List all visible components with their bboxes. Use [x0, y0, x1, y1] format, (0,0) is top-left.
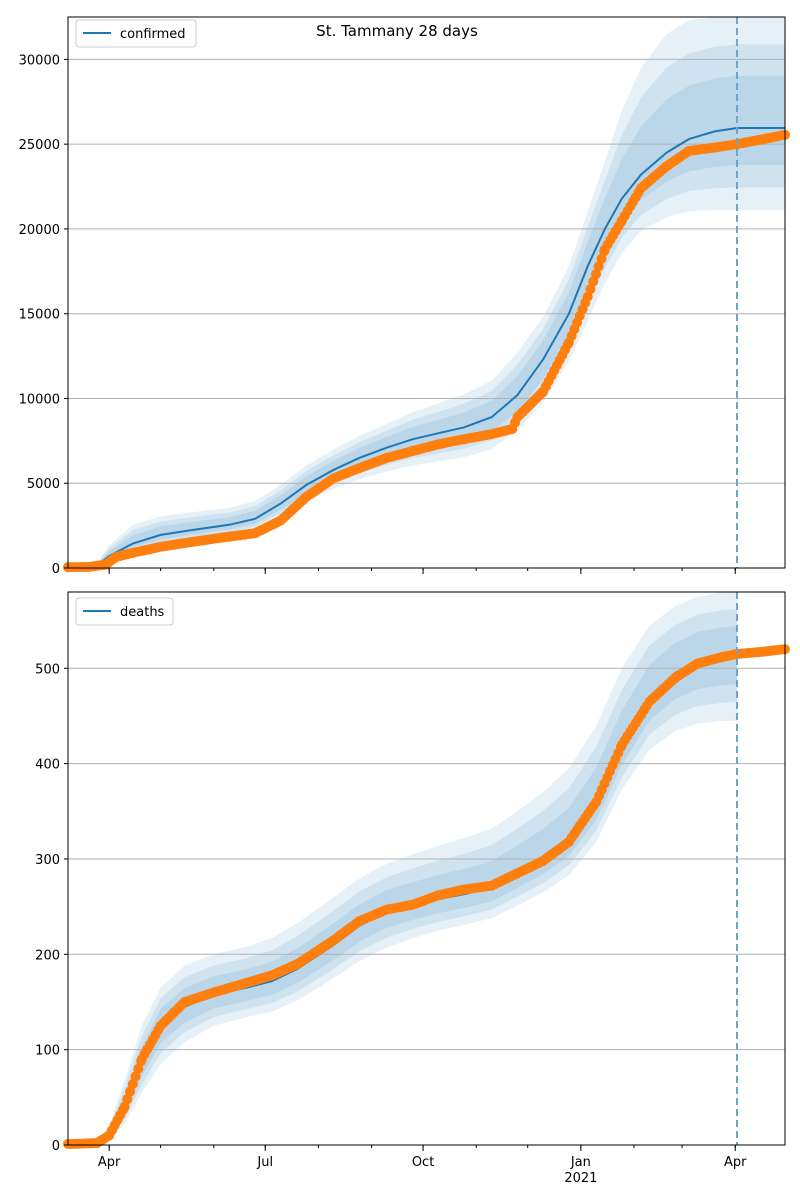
deaths-observed-point	[133, 1063, 144, 1074]
confirmed-y-ticks: 0 5000 10000 15000 20000 25000 30000	[19, 53, 68, 577]
confirmed-legend: confirmed	[75, 19, 197, 48]
xtick-label: Oct	[412, 1155, 434, 1170]
confirmed-ytick-label: 25000	[19, 138, 60, 153]
confirmed-band-2	[68, 44, 785, 568]
deaths-legend-label: deaths	[120, 605, 165, 620]
confirmed-axes-frame	[67, 16, 786, 569]
deaths-band-3	[68, 626, 737, 1145]
confirmed-legend-box	[75, 19, 197, 48]
confirmed-ytick-label: 30000	[19, 53, 60, 68]
confirmed-legend-label: confirmed	[120, 27, 186, 42]
confirmed-band-3	[68, 75, 785, 569]
confirmed-ytick-label: 20000	[19, 223, 60, 238]
deaths-legend: deaths	[75, 597, 174, 626]
confirmed-observed-point	[582, 291, 593, 302]
xtick-label: Jul	[256, 1155, 273, 1170]
xtick-label: Apr	[98, 1155, 121, 1170]
confirmed-ytick-label: 15000	[19, 308, 60, 323]
deaths-gridlines	[68, 667, 785, 1051]
xtick-year-label: 2021	[564, 1171, 597, 1186]
deaths-series	[63, 592, 790, 1149]
confirmed-panel: 0 5000 10000 15000 20000 25000 30000 confirmed	[19, 16, 790, 577]
deaths-uncertainty-bands	[68, 592, 737, 1145]
confirmed-plot-frame	[67, 16, 786, 569]
deaths-ytick-label: 400	[35, 758, 60, 773]
confirmed-ytick-label: 5000	[27, 477, 60, 492]
deaths-observed-point	[127, 1079, 138, 1089]
xtick-label: Apr	[724, 1155, 747, 1170]
deaths-observed-point	[119, 1101, 130, 1112]
deaths-plot-frame	[67, 591, 786, 1146]
confirmed-observed-point	[588, 276, 599, 287]
confirmed-observed-point	[585, 284, 596, 295]
deaths-band-2	[68, 609, 737, 1145]
confirmed-observed-point	[591, 269, 601, 279]
confirmed-model-line	[67, 127, 785, 569]
deaths-ytick-label: 200	[35, 948, 60, 963]
deaths-observed-point	[122, 1094, 133, 1105]
confirmed-band-1	[68, 17, 785, 568]
confirmed-series	[63, 17, 790, 573]
deaths-band-1	[68, 592, 737, 1145]
deaths-axes-frame	[67, 591, 786, 1146]
confirmed-x-ticks	[108, 568, 736, 574]
deaths-y-ticks: 0 100 200 300 400 500	[35, 662, 68, 1154]
deaths-ytick-label: 0	[52, 1139, 60, 1154]
confirmed-ytick-label: 10000	[19, 392, 60, 407]
confirmed-ytick-label: 0	[52, 562, 60, 577]
deaths-legend-box	[75, 597, 174, 626]
deaths-ytick-label: 100	[35, 1044, 60, 1059]
confirmed-observed-point	[593, 261, 604, 272]
deaths-ytick-label: 300	[35, 853, 60, 868]
deaths-ytick-label: 500	[35, 662, 60, 677]
deaths-observed-point	[130, 1071, 141, 1082]
deaths-observed-point	[125, 1086, 136, 1097]
confirmed-uncertainty-bands	[68, 17, 785, 569]
confirmed-gridlines	[68, 58, 785, 484]
confirmed-observed-point	[596, 253, 607, 264]
xtick-label: Jan	[570, 1155, 591, 1170]
chart-title: St. Tammany 28 days	[316, 22, 478, 40]
